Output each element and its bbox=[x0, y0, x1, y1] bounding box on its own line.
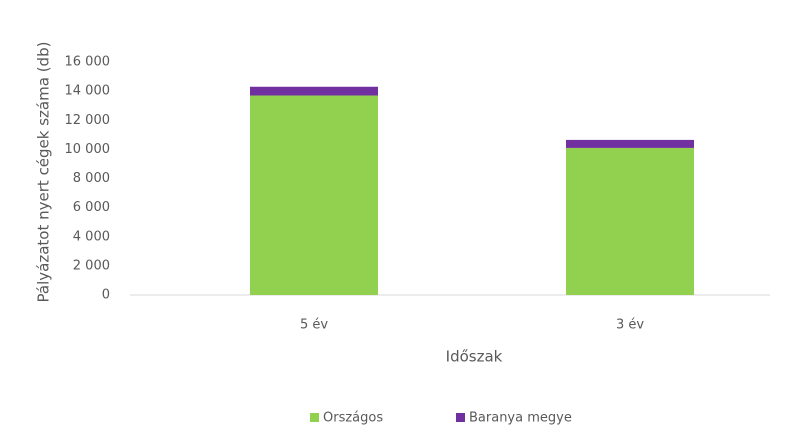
y-tick-label: 14 000 bbox=[65, 84, 111, 99]
y-tick-label: 8 000 bbox=[73, 171, 110, 186]
y-tick-label: 10 000 bbox=[65, 142, 111, 157]
y-tick-label: 4 000 bbox=[73, 229, 110, 244]
bar-segment bbox=[250, 86, 378, 96]
legend-label: Országos bbox=[323, 411, 383, 426]
x-tick-label: 3 év bbox=[616, 318, 644, 333]
bar-segment bbox=[566, 139, 694, 148]
legend-label: Baranya megye bbox=[469, 411, 572, 426]
x-axis-title: Időszak bbox=[446, 348, 503, 366]
y-tick-label: 0 bbox=[102, 288, 110, 303]
bar-segment bbox=[250, 95, 378, 296]
y-tick-label: 16 000 bbox=[65, 55, 111, 70]
bar-segment bbox=[566, 147, 694, 295]
legend-swatch bbox=[310, 413, 319, 422]
y-tick-label: 12 000 bbox=[65, 113, 111, 128]
x-tick-label: 5 év bbox=[300, 318, 328, 333]
legend-swatch bbox=[456, 413, 465, 422]
y-tick-label: 6 000 bbox=[73, 200, 110, 215]
y-tick-label: 2 000 bbox=[73, 258, 110, 273]
y-axis-title: Pályázatot nyert cégek száma (db) bbox=[35, 42, 53, 303]
